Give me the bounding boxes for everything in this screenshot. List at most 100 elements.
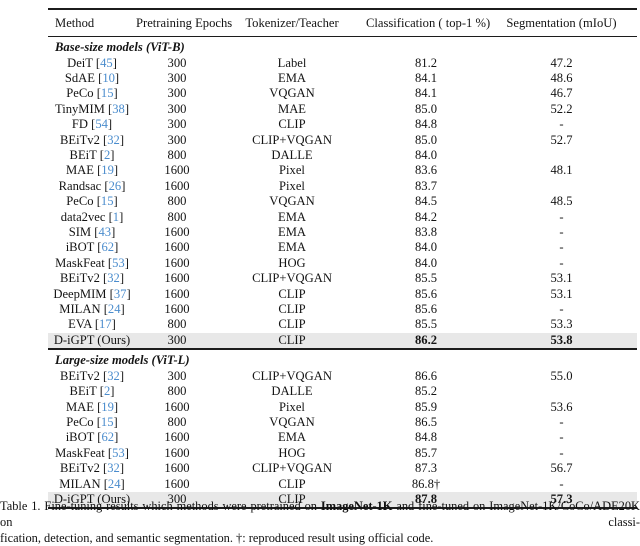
classification-cell: 86.8†: [411, 476, 441, 491]
segmentation-cell: 47.2: [550, 55, 573, 70]
table-row: PeCo [15] 800 VQGAN 84.5 48.5: [48, 194, 637, 209]
table-row: SIM [43] 1600 EMA 83.8 -: [48, 225, 637, 240]
citation-link[interactable]: 24: [107, 476, 121, 491]
segmentation-cell: [486, 148, 637, 163]
epochs-cell: 1600: [164, 178, 190, 193]
citation-link[interactable]: 62: [101, 430, 115, 445]
table-row: DeepMIM [37] 1600 CLIP 85.6 53.1: [48, 287, 637, 302]
tokenizer-cell: Pixel: [279, 399, 305, 414]
citation-link[interactable]: 43: [98, 224, 112, 239]
citation-link[interactable]: 19: [101, 163, 114, 178]
table-header-row: Method Pretraining Epochs Tokenizer/Teac…: [48, 8, 637, 37]
segmentation-cell: [486, 179, 637, 194]
citation-link[interactable]: 37: [113, 286, 127, 301]
classification-cell: 85.5: [414, 271, 438, 286]
epochs-cell: 300: [167, 86, 187, 101]
segmentation-cell: 53.3: [550, 317, 573, 332]
method-cell: iBOT [62]: [65, 430, 119, 445]
section-header-row: Base-size models (ViT-B): [48, 37, 637, 56]
method-cell: FD [54]: [71, 117, 113, 132]
method-cell: SdAE [10]: [64, 70, 120, 85]
citation-link[interactable]: 32: [107, 461, 120, 476]
method-cell: PeCo [15]: [66, 86, 118, 101]
table-row: MILAN [24] 1600 CLIP 86.8† -: [48, 477, 637, 492]
classification-cell: 85.0: [414, 132, 438, 147]
table-row: BEiTv2 [32] 300 CLIP+VQGAN 85.0 52.7: [48, 133, 637, 148]
citation-link[interactable]: 2: [103, 384, 111, 399]
citation-link[interactable]: 10: [102, 70, 115, 85]
classification-cell: 84.8: [414, 430, 438, 445]
table-row: D-iGPT (Ours) 300 CLIP 86.2 53.8: [48, 332, 637, 350]
segmentation-cell: -: [559, 224, 564, 239]
epochs-cell: 300: [167, 117, 187, 132]
epochs-cell: 300: [136, 491, 218, 510]
tokenizer-cell: Pixel: [279, 163, 305, 178]
citation-link[interactable]: 15: [100, 194, 114, 209]
citation-link[interactable]: 32: [107, 132, 120, 147]
tokenizer-cell: CLIP: [278, 302, 306, 316]
citation-link[interactable]: 17: [99, 317, 112, 332]
table-row: iBOT [62] 1600 EMA 84.8 -: [48, 430, 637, 445]
citation-link[interactable]: 53: [112, 445, 125, 460]
method-cell: D-iGPT (Ours): [48, 332, 136, 350]
tokenizer-cell: CLIP: [278, 117, 306, 132]
method-cell: Randsac [26]: [58, 178, 126, 193]
table-row: MAE [19] 1600 Pixel 83.6 48.1: [48, 163, 637, 178]
tokenizer-cell: VQGAN: [269, 194, 315, 209]
tokenizer-cell: CLIP+VQGAN: [252, 368, 332, 383]
method-cell: data2vec [1]: [60, 209, 124, 224]
table-row: PeCo [15] 300 VQGAN 84.1 46.7: [48, 86, 637, 101]
table-row: MaskFeat [53] 1600 HOG 84.0 -: [48, 256, 637, 271]
citation-link[interactable]: 62: [101, 240, 115, 255]
citation-link[interactable]: 45: [100, 55, 113, 70]
method-cell: MAE [19]: [65, 163, 119, 178]
section-header-label: Base-size models (ViT-B): [55, 39, 185, 54]
epochs-cell: 800: [167, 209, 187, 224]
table-row: FD [54] 300 CLIP 84.8 -: [48, 117, 637, 132]
citation-link[interactable]: 15: [100, 86, 114, 101]
segmentation-cell: -: [559, 240, 564, 255]
tokenizer-cell: CLIP: [218, 491, 366, 510]
section-header-row: Large-size models (ViT-L): [48, 348, 637, 369]
citation-link[interactable]: 32: [107, 271, 120, 286]
classification-cell: 84.5: [414, 194, 438, 209]
segmentation-cell: 57.3: [486, 491, 637, 510]
segmentation-cell: -: [559, 209, 564, 224]
table-row: SdAE [10] 300 EMA 84.1 48.6: [48, 71, 637, 86]
tokenizer-cell: CLIP+VQGAN: [252, 461, 332, 476]
segmentation-cell: 53.1: [550, 286, 573, 301]
classification-cell: 85.7: [414, 445, 438, 460]
table-row: MILAN [24] 1600 CLIP 85.6 -: [48, 302, 637, 317]
citation-link[interactable]: 1: [112, 209, 120, 224]
method-cell: D-iGPT (Ours): [48, 491, 136, 510]
tokenizer-cell: CLIP+VQGAN: [252, 132, 332, 147]
epochs-cell: 800: [167, 147, 187, 162]
citation-link[interactable]: 53: [112, 255, 125, 270]
table-row: BEiTv2 [32] 1600 CLIP+VQGAN 85.5 53.1: [48, 271, 637, 286]
method-cell: PeCo [15]: [66, 414, 118, 429]
method-cell: DeepMIM [37]: [53, 286, 131, 301]
citation-link[interactable]: 19: [101, 399, 114, 414]
classification-cell: 84.8: [414, 117, 438, 132]
col-header-method: Method: [48, 8, 136, 37]
method-cell: SIM [43]: [68, 224, 116, 239]
col-header-segmentation: Segmentation (mIoU): [486, 8, 637, 37]
citation-link[interactable]: 24: [107, 302, 121, 316]
classification-cell: 84.2: [414, 209, 438, 224]
citation-link[interactable]: 15: [100, 414, 114, 429]
segmentation-cell: 53.1: [550, 271, 573, 286]
tokenizer-cell: MAE: [278, 101, 306, 116]
epochs-cell: 1600: [164, 286, 190, 301]
citation-link[interactable]: 26: [108, 178, 122, 193]
classification-cell: 85.6: [414, 286, 438, 301]
citation-link[interactable]: 54: [95, 117, 108, 132]
classification-cell: 84.1: [414, 70, 438, 85]
table-row: BEiTv2 [32] 300 CLIP+VQGAN 86.6 55.0: [48, 369, 637, 384]
tokenizer-cell: CLIP: [218, 332, 366, 350]
classification-cell: 84.1: [414, 86, 438, 101]
section-header-label: Large-size models (ViT-L): [48, 348, 637, 369]
citation-link[interactable]: 32: [107, 368, 120, 383]
citation-link[interactable]: 2: [103, 147, 111, 162]
citation-link[interactable]: 38: [112, 101, 125, 116]
segmentation-cell: 53.8: [486, 332, 637, 350]
